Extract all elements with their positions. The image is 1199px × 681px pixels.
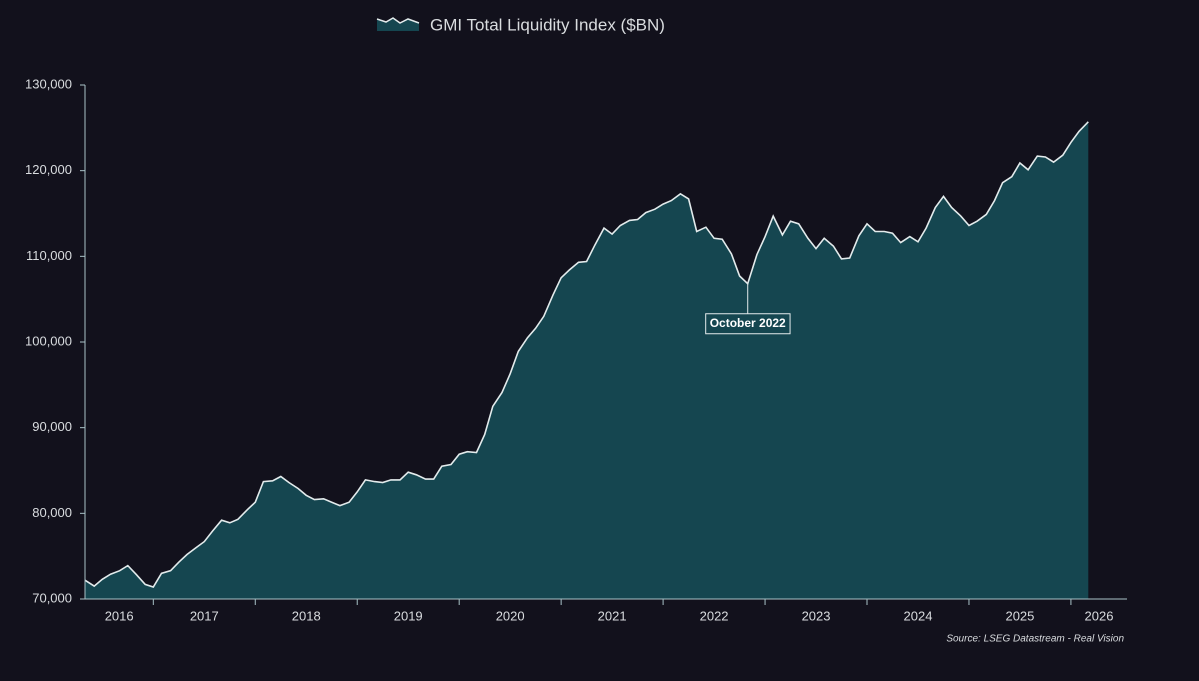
x-tick-label: 2016: [105, 608, 134, 623]
x-tick-label: 2020: [496, 608, 525, 623]
x-tick-label: 2022: [700, 608, 729, 623]
x-tick-label: 2025: [1005, 608, 1034, 623]
y-tick-label: 100,000: [25, 333, 72, 348]
annotation: October 2022: [705, 283, 791, 335]
annotation-box: [705, 313, 791, 335]
y-tick-label: 90,000: [32, 419, 72, 434]
legend-swatch-line: [376, 17, 420, 24]
x-tick-label: 2021: [598, 608, 627, 623]
source-note: Source: LSEG Datastream - Real Vision: [946, 634, 1124, 645]
area-line: [84, 121, 1089, 588]
x-tick-label: 2024: [904, 608, 933, 623]
y-tick-label: 70,000: [32, 590, 72, 605]
y-tick-label: 80,000: [32, 505, 72, 520]
x-tick-label: 2018: [292, 608, 321, 623]
y-tick-label: 110,000: [26, 248, 72, 263]
y-tick-label: 120,000: [25, 162, 72, 177]
x-tick-label: 2023: [802, 608, 831, 623]
y-tick-label: 130,000: [25, 76, 72, 91]
area-fill: [85, 121, 1089, 600]
annotation-text: October 2022: [710, 316, 786, 330]
legend: GMI Total Liquidity Index ($BN): [376, 15, 665, 34]
legend-label: GMI Total Liquidity Index ($BN): [430, 15, 665, 34]
x-tick-label: 2026: [1085, 608, 1114, 623]
x-tick-label: 2019: [394, 608, 423, 623]
x-tick-label: 2017: [190, 608, 219, 623]
